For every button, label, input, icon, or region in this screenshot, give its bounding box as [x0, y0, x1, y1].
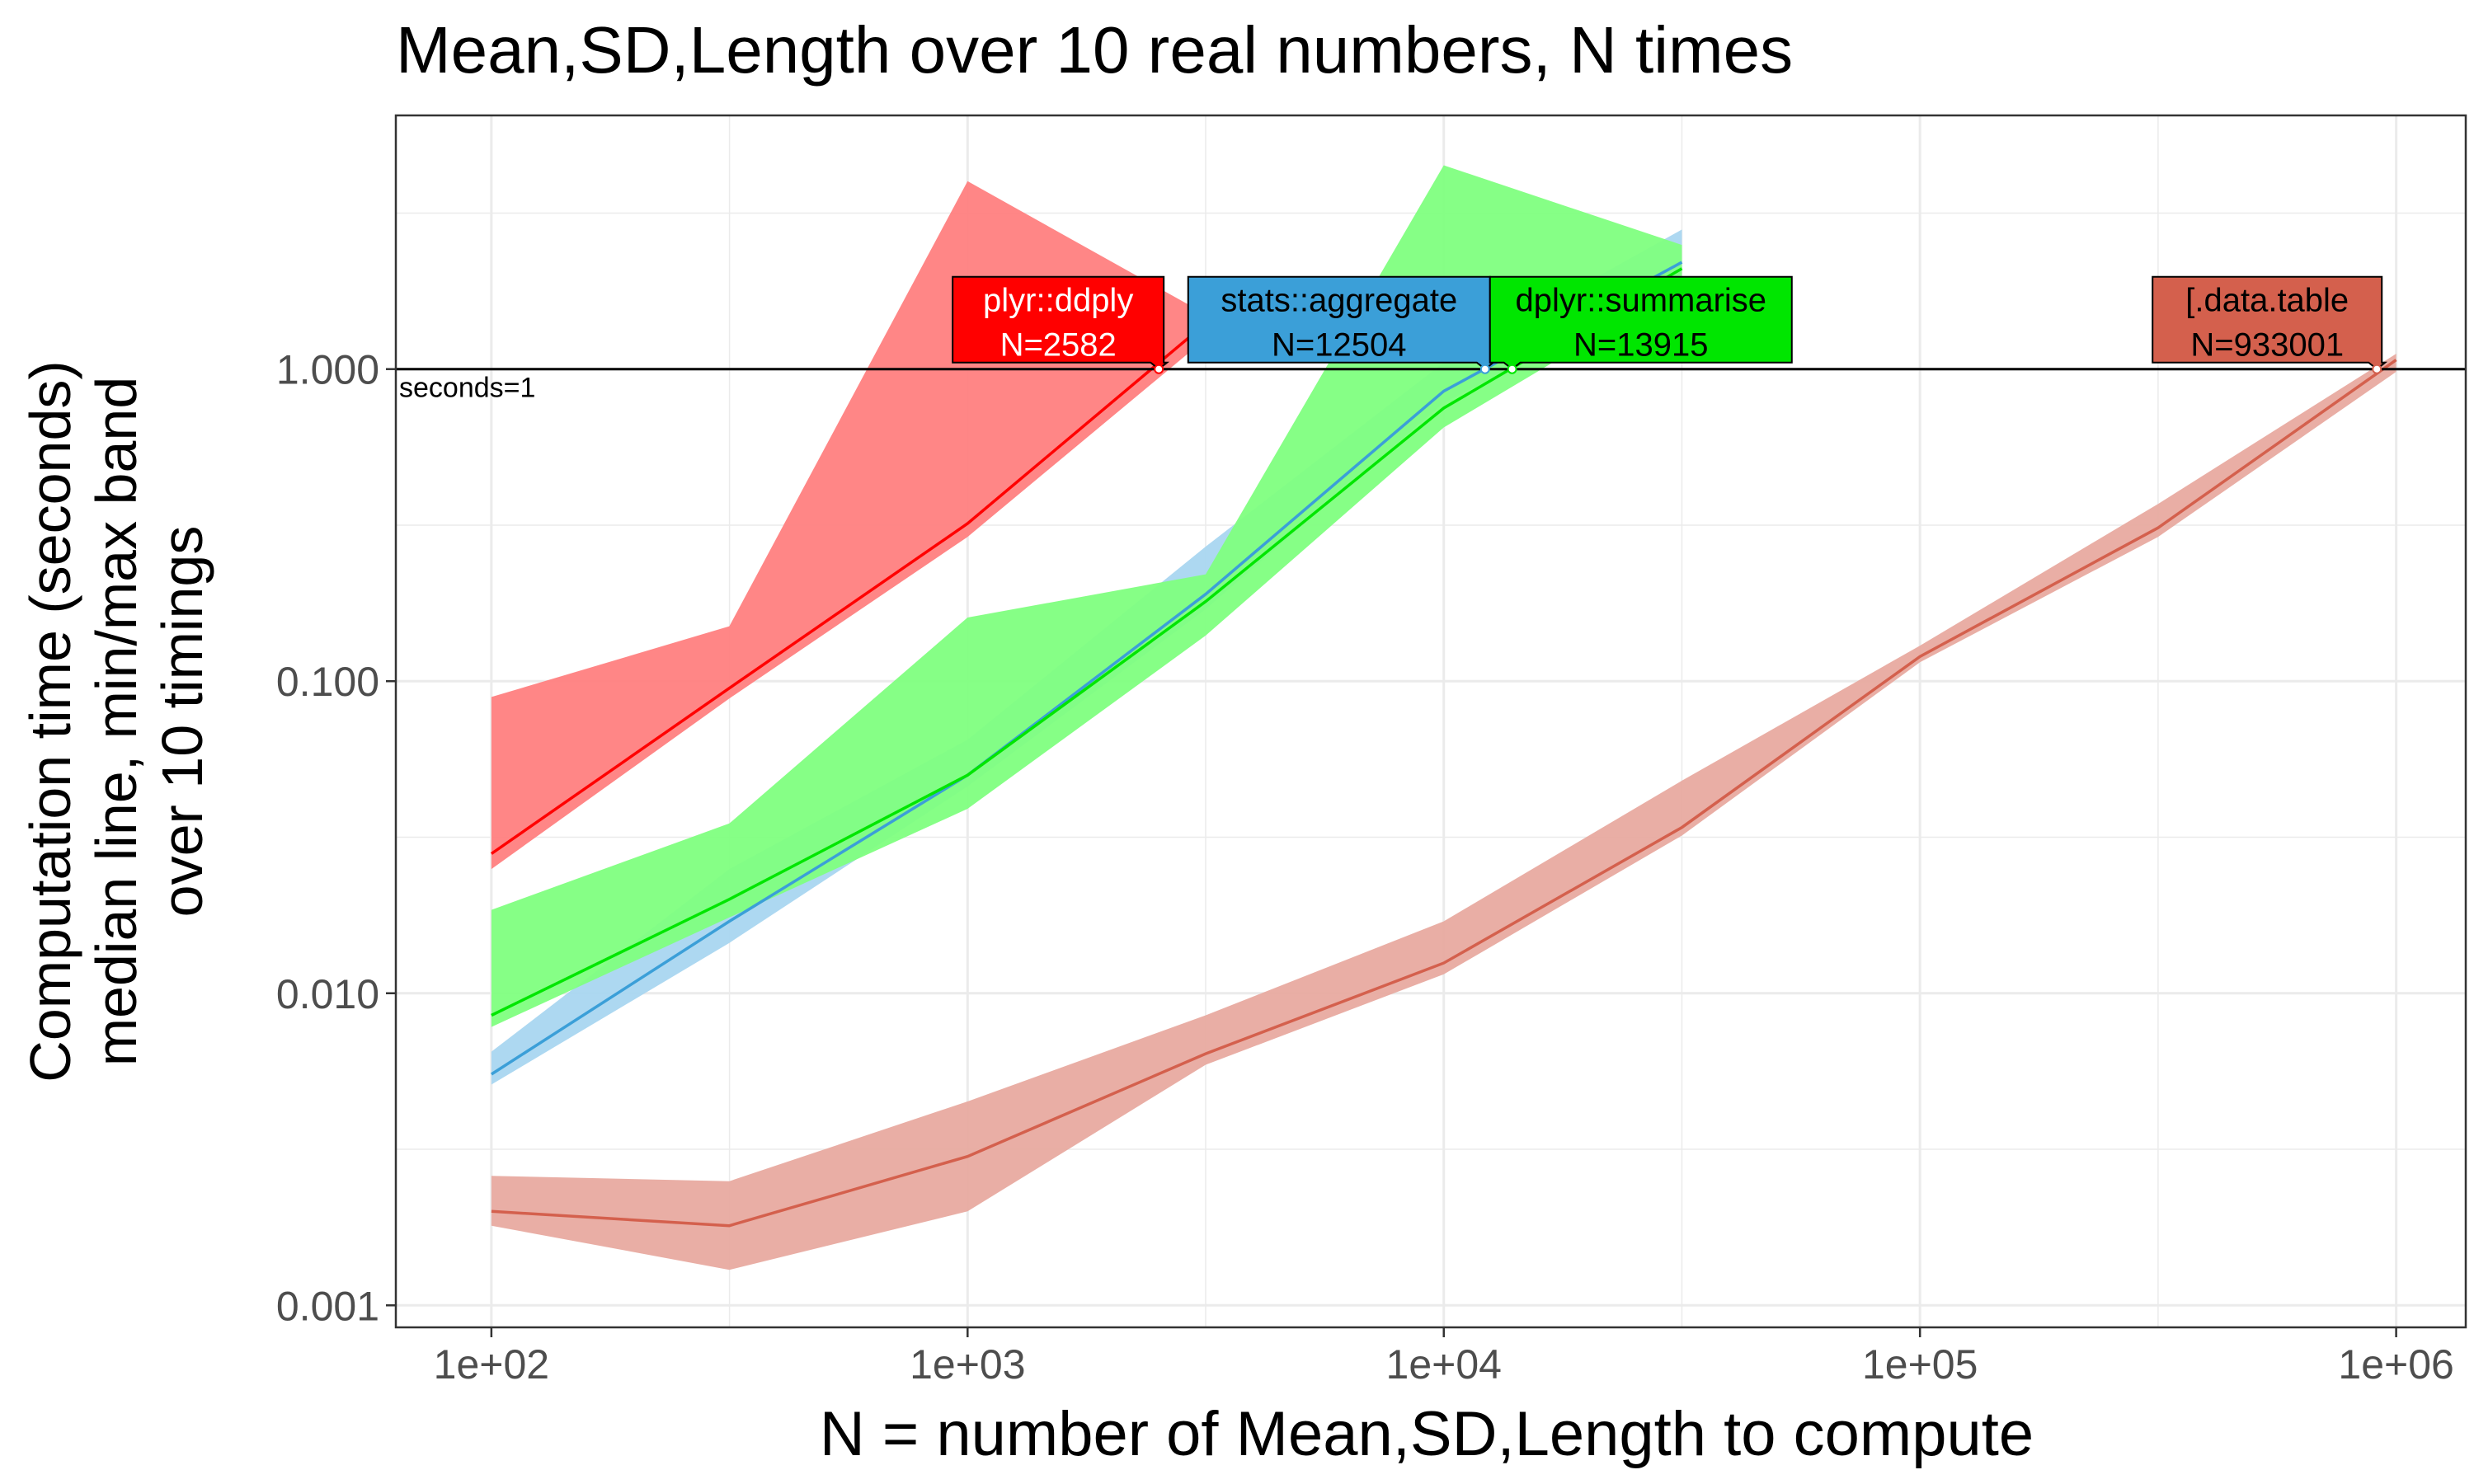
- direct-label-box-dplyr::summarise: [1489, 275, 1793, 370]
- direct-label-n: N=933001: [2190, 327, 2344, 364]
- direct-label-point: [2372, 364, 2382, 374]
- reference-line-label: seconds=1: [399, 373, 535, 404]
- y-axis: 0.001 0.010 0.100 1.000: [276, 347, 396, 1329]
- x-tick-label: 1e+06: [2338, 1341, 2453, 1388]
- y-axis-title-line: median line, min/max band: [84, 377, 148, 1067]
- y-tick-label: 0.001: [276, 1283, 379, 1329]
- x-axis-title: N = number of Mean,SD,Length to compute: [820, 1399, 2034, 1469]
- direct-label-point: [1479, 364, 1490, 374]
- direct-label-n: N=12504: [1272, 327, 1406, 364]
- direct-label-name: plyr::ddply: [983, 283, 1133, 319]
- direct-label-n: N=13915: [1573, 327, 1708, 364]
- band-dplyr::summarise: [491, 165, 1682, 1027]
- x-tick-label: 1e+03: [910, 1341, 1025, 1388]
- reference-line-group: seconds=1: [396, 368, 2466, 404]
- plot-border: [394, 114, 2467, 1329]
- direct-label-name: dplyr::summarise: [1516, 283, 1767, 319]
- direct-label-name: [.data.table: [2185, 283, 2349, 319]
- y-tick-label: 0.100: [276, 659, 379, 705]
- direct-label-point: [1507, 364, 1517, 374]
- y-tick-label: 0.010: [276, 971, 379, 1017]
- chart-title: Mean,SD,Length over 10 real numbers, N t…: [396, 13, 1793, 87]
- y-axis-title-line: Computation time (seconds): [18, 360, 82, 1082]
- median-line-dplyr::summarise: [491, 267, 1683, 1017]
- direct-label-box-plyr::ddply: [952, 275, 1170, 370]
- median-line-plyr::ddply: [490, 322, 1207, 855]
- x-axis: 1e+02 1e+03 1e+04 1e+05 1e+06: [434, 1327, 2454, 1388]
- x-tick-label: 1e+05: [1862, 1341, 1978, 1388]
- direct-label-n: N=2582: [1000, 327, 1117, 364]
- y-tick-label: 1.000: [276, 347, 379, 393]
- x-tick-label: 1e+04: [1386, 1341, 1502, 1388]
- y-axis-title: Computation time (seconds) median line, m…: [18, 360, 214, 1082]
- direct-label-box-[.data.table: [2152, 275, 2388, 370]
- x-tick-label: 1e+02: [434, 1341, 549, 1388]
- median-line-[.data.table: [491, 359, 2397, 1228]
- direct-label-name: stats::aggregate: [1221, 283, 1457, 319]
- y-axis-title-line: over 10 timings: [150, 526, 214, 918]
- direct-label-point: [1154, 364, 1164, 374]
